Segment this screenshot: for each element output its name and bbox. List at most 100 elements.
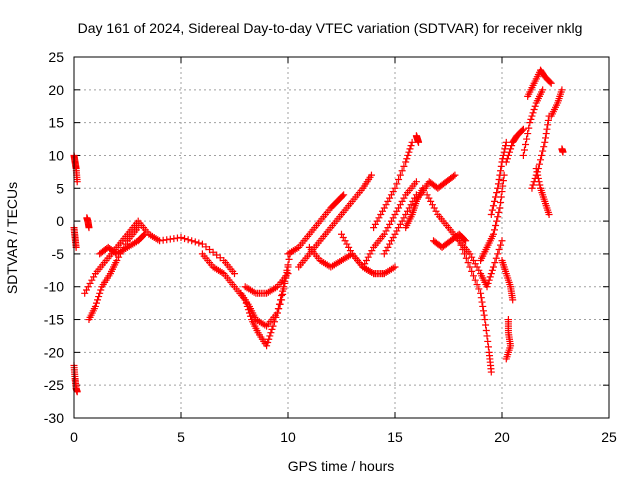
data-point	[534, 171, 542, 179]
data-point	[479, 307, 487, 315]
data-point	[265, 335, 273, 343]
data-point	[389, 214, 397, 222]
data-point	[494, 180, 502, 188]
data-point	[343, 240, 351, 248]
series-arc-7	[284, 191, 348, 258]
data-point	[508, 142, 516, 150]
data-point	[371, 220, 379, 228]
series-seg-0b	[70, 224, 80, 251]
data-point	[393, 207, 401, 215]
data-point	[386, 220, 394, 228]
data-point	[141, 230, 149, 238]
y-tick-label: 5	[56, 180, 64, 196]
data-point	[495, 246, 503, 254]
data-point	[184, 236, 192, 244]
data-point	[497, 167, 505, 175]
data-point	[389, 234, 397, 241]
data-point	[209, 248, 217, 256]
y-tick-label: -15	[44, 312, 64, 328]
data-point	[268, 325, 276, 333]
data-point	[535, 160, 543, 168]
data-point	[364, 253, 372, 261]
data-point	[538, 151, 546, 159]
data-point	[277, 296, 285, 304]
data-point	[502, 138, 510, 146]
data-point	[475, 285, 483, 293]
series-arc-20	[477, 171, 508, 264]
data-point	[534, 174, 542, 182]
data-point	[345, 243, 353, 251]
data-point	[367, 171, 375, 179]
data-point	[509, 296, 517, 304]
data-point	[391, 184, 399, 192]
series-arc-6	[241, 270, 292, 297]
data-point	[540, 143, 548, 151]
axis-ticks: 0 5 10 15 20 25 -30 -25 -20 -15 -10 -5 0 5 10 15 20 25	[44, 49, 617, 445]
data-point	[396, 201, 404, 209]
series-arc-1	[81, 217, 238, 297]
data-point	[479, 302, 487, 310]
series-isolated	[502, 316, 515, 363]
data-point	[546, 78, 554, 86]
data-point	[432, 207, 440, 215]
data-point	[373, 217, 381, 225]
data-point	[428, 201, 436, 209]
data-point	[280, 283, 288, 291]
data-point	[96, 289, 104, 297]
data-point	[400, 194, 408, 202]
data-point	[387, 237, 395, 245]
data-point	[487, 368, 495, 376]
data-point	[488, 206, 496, 214]
data-point	[95, 293, 103, 301]
data-point	[485, 276, 493, 284]
data-point	[461, 250, 469, 258]
series-arc-24	[519, 86, 547, 159]
data-point	[480, 311, 488, 319]
data-point	[91, 302, 99, 310]
data-point	[495, 208, 503, 216]
series-seg-0c	[70, 361, 81, 396]
data-point	[387, 191, 395, 199]
data-point	[412, 178, 420, 186]
data-point	[505, 148, 513, 156]
data-point	[539, 86, 547, 94]
data-point	[134, 224, 142, 232]
data-point	[496, 204, 504, 212]
data-point	[195, 239, 203, 247]
data-point	[484, 343, 492, 351]
data-point	[86, 279, 94, 287]
data-point	[284, 270, 292, 278]
data-point	[382, 227, 390, 235]
data-point	[497, 198, 505, 206]
data-point	[384, 243, 392, 251]
data-point	[537, 156, 545, 164]
data-point	[188, 237, 196, 245]
data-point	[498, 237, 506, 245]
data-point	[380, 250, 388, 258]
data-point	[425, 194, 433, 202]
chart-title: Day 161 of 2024, Sidereal Day-to-day VTE…	[78, 20, 583, 36]
data-point	[206, 246, 214, 254]
data-point	[391, 263, 399, 271]
data-point	[377, 211, 385, 219]
data-point	[523, 135, 531, 143]
data-point	[533, 168, 541, 176]
data-point	[491, 226, 499, 234]
data-point	[487, 270, 495, 278]
data-point	[88, 276, 96, 284]
data-point	[368, 247, 376, 255]
data-point	[483, 283, 491, 291]
data-point	[522, 141, 530, 149]
data-point	[495, 176, 503, 184]
data-point	[531, 102, 539, 110]
series-seg-0d	[83, 214, 93, 232]
data-point	[468, 253, 476, 261]
data-point	[140, 231, 148, 239]
data-point	[395, 204, 403, 212]
plot-frame	[73, 56, 610, 419]
data-point	[455, 237, 463, 245]
data-point	[471, 260, 479, 268]
series-arc-22	[498, 256, 517, 304]
data-point	[541, 138, 549, 146]
